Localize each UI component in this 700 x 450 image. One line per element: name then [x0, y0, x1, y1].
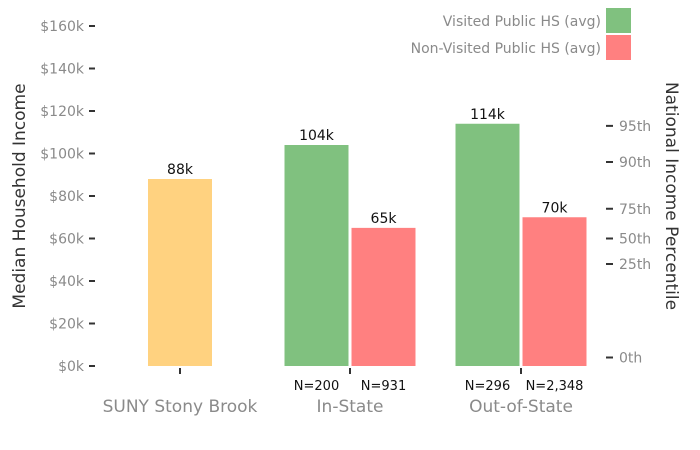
- y-tick-label: $120k: [40, 104, 85, 120]
- legend: Visited Public HS (avg) Non-Visited Publi…: [411, 8, 631, 60]
- sample-size-label: N=200: [294, 379, 339, 394]
- category-label: In-State: [317, 397, 384, 417]
- bar: [351, 227, 416, 366]
- y-tick-label: $60k: [49, 232, 85, 248]
- right-y-axis: 0th 25th 50th 75th 90th 95th: [606, 119, 651, 367]
- bars: [148, 123, 587, 366]
- category-label: Out-of-State: [469, 397, 573, 417]
- left-y-axis: $0k $20k $40k $60k $80k $100k $120k $140k $160k: [40, 19, 95, 375]
- legend-label: Non-Visited Public HS (avg): [411, 41, 601, 57]
- bar: [148, 179, 212, 366]
- legend-swatch: [606, 8, 631, 33]
- y-tick-label: $80k: [49, 189, 85, 205]
- y-tick-label: $160k: [40, 19, 85, 35]
- legend-swatch: [606, 35, 631, 60]
- y-tick-label: $40k: [49, 274, 85, 290]
- y2-tick-label: 90th: [619, 155, 651, 171]
- y-tick-label: $0k: [58, 359, 85, 375]
- bar-value-label: 70k: [542, 200, 569, 216]
- y-tick-label: $140k: [40, 62, 85, 78]
- bar-value-label: 88k: [167, 162, 194, 178]
- y2-tick-label: 50th: [619, 232, 651, 248]
- legend-label: Visited Public HS (avg): [443, 14, 601, 30]
- y2-tick-label: 75th: [619, 202, 651, 218]
- x-axis: SUNY Stony Brook In-State Out-of-State N=20…: [103, 368, 584, 417]
- bar-value-label: 104k: [299, 128, 335, 144]
- y2-tick-label: 25th: [619, 257, 651, 273]
- bar: [284, 145, 349, 366]
- category-label: SUNY Stony Brook: [103, 397, 258, 417]
- sample-size-label: N=2,348: [526, 379, 584, 394]
- sample-size-label: N=931: [361, 379, 406, 394]
- bar-value-label: 65k: [371, 211, 398, 227]
- y2-tick-label: 95th: [619, 119, 651, 135]
- data-labels: 88k 104k 65k 114k 70k: [167, 107, 568, 227]
- bar: [522, 217, 587, 366]
- y-tick-label: $20k: [49, 317, 85, 333]
- bar-value-label: 114k: [470, 107, 506, 123]
- sample-size-label: N=296: [465, 379, 510, 394]
- y-axis-title: Median Household Income: [10, 83, 30, 308]
- y-tick-label: $100k: [40, 147, 85, 163]
- y2-axis-title: National Income Percentile: [661, 82, 681, 310]
- bar: [455, 123, 520, 366]
- y2-tick-label: 0th: [619, 351, 642, 367]
